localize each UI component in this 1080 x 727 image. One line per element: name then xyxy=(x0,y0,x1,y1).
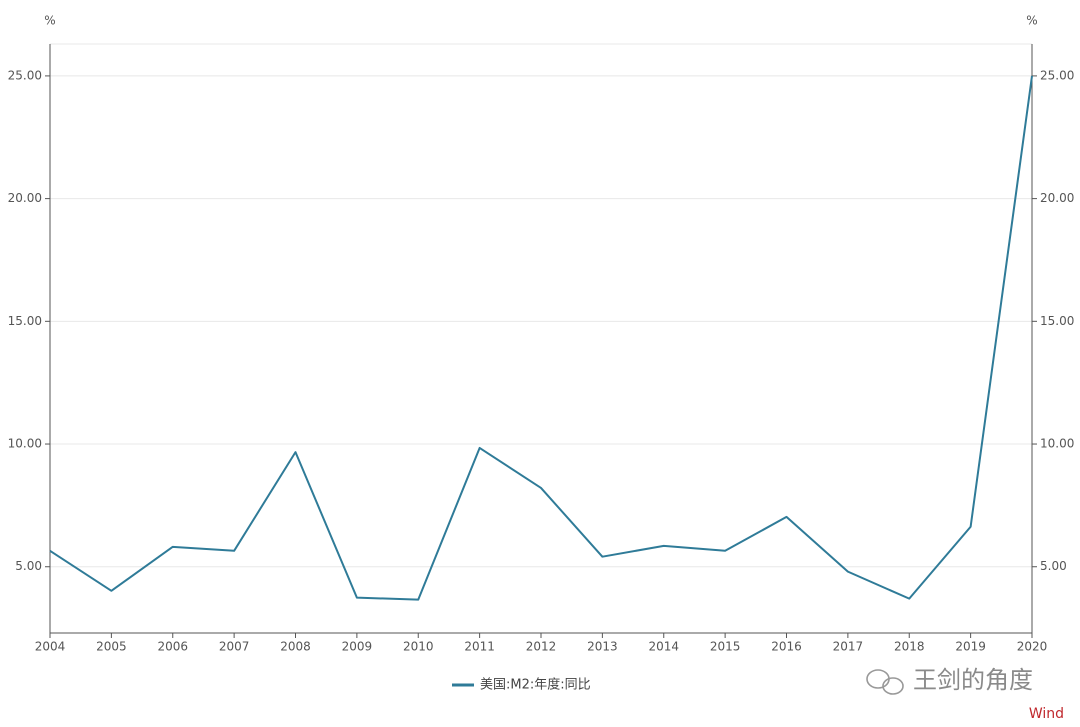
icon-bubble xyxy=(882,677,904,695)
watermark-icon xyxy=(866,669,904,695)
y-tick-label: 5.00 xyxy=(15,559,42,573)
x-tick-label: 2013 xyxy=(587,640,618,654)
x-tick-label: 2005 xyxy=(96,640,127,654)
x-tick-label: 2004 xyxy=(35,640,66,654)
y-tick-label: 15.00 xyxy=(8,314,42,328)
y-tick-label: 20.00 xyxy=(8,191,42,205)
y2-tick-label: 25.00 xyxy=(1040,68,1074,82)
x-tick-label: 2010 xyxy=(403,640,434,654)
x-tick-label: 2008 xyxy=(280,640,311,654)
x-tick-label: 2009 xyxy=(342,640,373,654)
x-tick-label: 2014 xyxy=(648,640,679,654)
x-tick-label: 2018 xyxy=(894,640,925,654)
y2-tick-label: 10.00 xyxy=(1040,437,1074,451)
line-series xyxy=(49,75,1033,601)
x-tick-label: 2017 xyxy=(833,640,864,654)
x-tick-label: 2020 xyxy=(1017,640,1048,654)
icon-bubble xyxy=(866,669,890,689)
source: Wind xyxy=(1029,706,1064,722)
y-unit: % xyxy=(44,14,55,28)
x-tick-label: 2012 xyxy=(526,640,557,654)
y2-tick-label: 15.00 xyxy=(1040,314,1074,328)
watermark: 王剑的角度 xyxy=(913,666,1033,694)
y-tick-label: 25.00 xyxy=(8,68,42,82)
x-tick-label: 2019 xyxy=(955,640,986,654)
y-tick-label: 10.00 xyxy=(8,437,42,451)
x-tick-label: 2016 xyxy=(771,640,802,654)
y2-tick-label: 5.00 xyxy=(1040,559,1067,573)
legend-label: 美国:M2:年度:同比 xyxy=(480,677,591,693)
y2-tick-label: 20.00 xyxy=(1040,191,1074,205)
x-tick-label: 2007 xyxy=(219,640,250,654)
x-tick-label: 2011 xyxy=(464,640,495,654)
x-tick-label: 2006 xyxy=(157,640,188,654)
x-tick-label: 2015 xyxy=(710,640,741,654)
y2-unit: % xyxy=(1026,14,1037,28)
